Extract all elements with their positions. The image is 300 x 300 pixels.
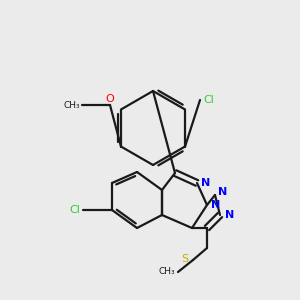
Text: O: O bbox=[106, 94, 114, 103]
Text: CH₃: CH₃ bbox=[64, 100, 80, 109]
Text: N: N bbox=[224, 210, 234, 220]
Text: N: N bbox=[218, 187, 227, 197]
Text: CH₃: CH₃ bbox=[158, 268, 175, 277]
Text: S: S bbox=[182, 254, 188, 263]
Text: Cl: Cl bbox=[203, 95, 214, 105]
Text: N: N bbox=[212, 200, 221, 210]
Text: N: N bbox=[202, 178, 211, 188]
Text: Cl: Cl bbox=[69, 205, 80, 215]
